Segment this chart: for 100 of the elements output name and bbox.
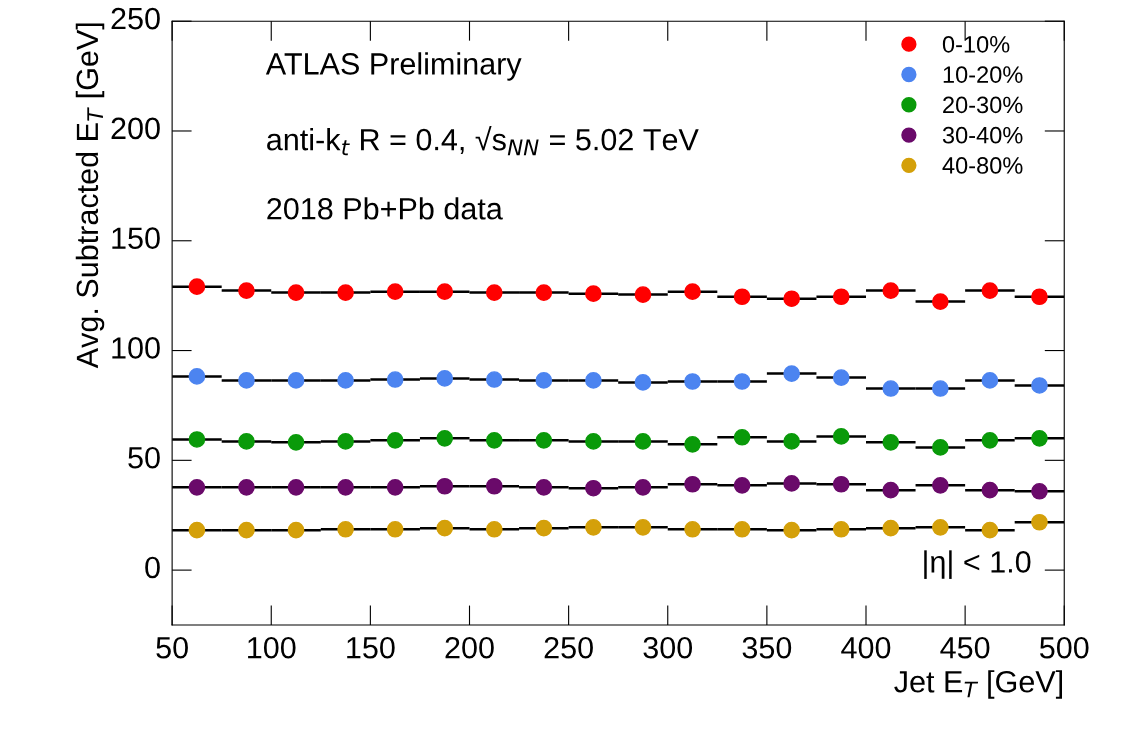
point [386, 283, 404, 301]
point [684, 373, 701, 390]
point [386, 371, 404, 388]
point [882, 433, 900, 451]
point [1031, 288, 1048, 306]
y-tick-label: 100 [112, 337, 160, 359]
point [485, 432, 503, 449]
point [238, 521, 255, 539]
point [733, 288, 751, 306]
point [436, 430, 454, 447]
point [238, 372, 255, 389]
legend-label: 30-40% [942, 126, 1023, 144]
point [882, 481, 900, 499]
point [684, 435, 701, 453]
legend-label: 20-30% [943, 96, 1023, 114]
point [882, 519, 900, 537]
point [981, 432, 999, 449]
point [783, 365, 800, 382]
point [783, 521, 800, 539]
point [684, 283, 701, 301]
annotation: 2018 Pb+Pb data [267, 197, 503, 220]
point [733, 373, 751, 390]
point [783, 433, 800, 450]
point [684, 475, 701, 493]
y-axis-title: Avg. Subtracted E$_{T}$ [GeV] [75, 23, 105, 369]
point [981, 481, 999, 499]
point [684, 520, 701, 538]
point [238, 282, 255, 299]
point [337, 284, 354, 301]
point [585, 372, 602, 389]
point [188, 479, 206, 496]
x-tick-label: 50 [156, 636, 188, 659]
point [832, 288, 850, 306]
point [188, 431, 206, 448]
point [436, 370, 454, 387]
point [585, 518, 602, 536]
annotation: anti-k$_{t}$ R = 0.4, √s$_{NN}$ = 5.02 TeV [267, 125, 699, 156]
point [485, 520, 503, 538]
point [535, 372, 553, 389]
x-tick-label: 450 [940, 636, 990, 659]
y-tick-label: 0 [145, 556, 160, 579]
point [634, 479, 652, 496]
point [585, 433, 602, 450]
point [783, 290, 800, 308]
point [832, 475, 850, 493]
legend-label: 40-80% [942, 157, 1023, 174]
annotation: |η| < 1.0 [924, 550, 1031, 579]
point [634, 518, 652, 536]
legend-label: 10-20% [943, 66, 1023, 83]
y-tick-label: 250 [111, 7, 160, 30]
x-tick-label: 100 [248, 636, 296, 659]
point [436, 477, 454, 495]
point [932, 293, 949, 310]
point [832, 369, 850, 386]
point [535, 519, 553, 537]
point [1031, 377, 1048, 394]
point [832, 520, 850, 538]
x-axis-title: Jet E$_{T}$ [GeV] [894, 670, 1062, 699]
point [287, 284, 305, 301]
x-tick-label: 400 [841, 636, 891, 659]
point [485, 371, 503, 388]
point [485, 284, 503, 301]
point [337, 372, 354, 389]
point [882, 282, 900, 299]
point [1031, 430, 1048, 447]
point [832, 428, 850, 445]
point [386, 432, 404, 449]
point [981, 372, 999, 389]
point [386, 520, 404, 538]
point [287, 433, 305, 451]
point [585, 479, 602, 497]
point [634, 374, 652, 391]
x-tick-label: 200 [445, 636, 494, 659]
point [188, 278, 206, 295]
x-tick-label: 250 [544, 636, 593, 659]
point [1031, 513, 1048, 531]
legend-label: 0-10% [942, 35, 1010, 53]
point [485, 477, 503, 495]
point [1031, 482, 1048, 500]
point [287, 372, 305, 389]
point [981, 282, 999, 299]
point [932, 439, 949, 456]
y-tick-label: 200 [111, 117, 160, 140]
point [733, 477, 751, 494]
point [535, 432, 553, 449]
point [436, 283, 454, 301]
point [337, 520, 354, 538]
point [733, 428, 751, 446]
x-tick-label: 300 [643, 636, 693, 659]
x-tick-label: 150 [347, 636, 395, 659]
point [932, 518, 949, 536]
point [634, 286, 652, 303]
point [287, 479, 305, 496]
point [981, 521, 999, 539]
point [238, 479, 255, 496]
point [287, 521, 305, 539]
point [188, 521, 206, 539]
point [634, 433, 652, 450]
y-tick-label: 150 [112, 227, 160, 249]
point [238, 433, 255, 450]
